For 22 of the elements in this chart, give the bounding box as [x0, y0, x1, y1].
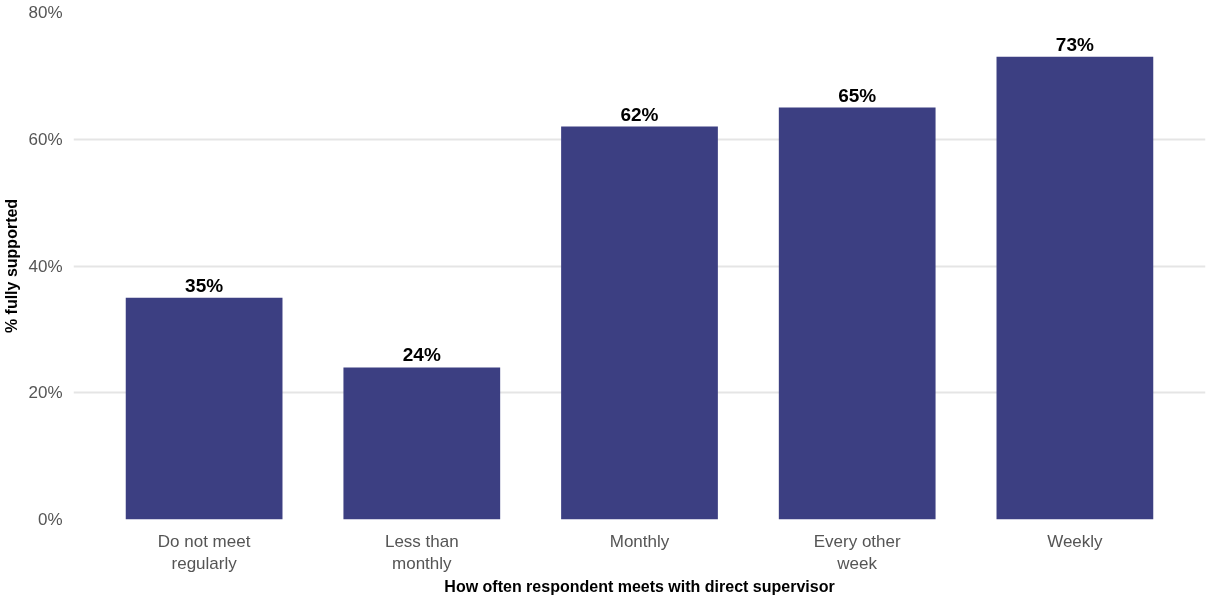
data-label: 73%	[1055, 33, 1094, 55]
y-axis-title: % fully supported	[3, 198, 21, 334]
x-tick-label: Do not meet regularly	[157, 531, 251, 574]
x-tick-label: Less than monthly	[384, 531, 459, 574]
y-tick-label: 20%	[28, 383, 63, 403]
data-label: 62%	[620, 103, 659, 125]
bar	[778, 107, 936, 520]
y-tick-label: 60%	[28, 129, 63, 149]
data-label: 65%	[838, 84, 877, 106]
bar	[125, 297, 283, 520]
bar	[996, 56, 1154, 520]
x-tick-label: Every other week	[813, 531, 901, 574]
x-axis-title: How often respondent meets with direct supervisor	[444, 578, 835, 596]
x-tick-label: Weekly	[1047, 531, 1104, 551]
data-label: 24%	[402, 344, 441, 366]
bar	[343, 367, 501, 520]
y-tick-label: 0%	[37, 510, 63, 529]
y-tick-label: 40%	[28, 256, 63, 276]
x-tick-label: Monthly	[609, 531, 670, 551]
data-label: 35%	[185, 274, 224, 296]
y-tick-label: 80%	[28, 3, 63, 22]
bar	[561, 126, 718, 520]
